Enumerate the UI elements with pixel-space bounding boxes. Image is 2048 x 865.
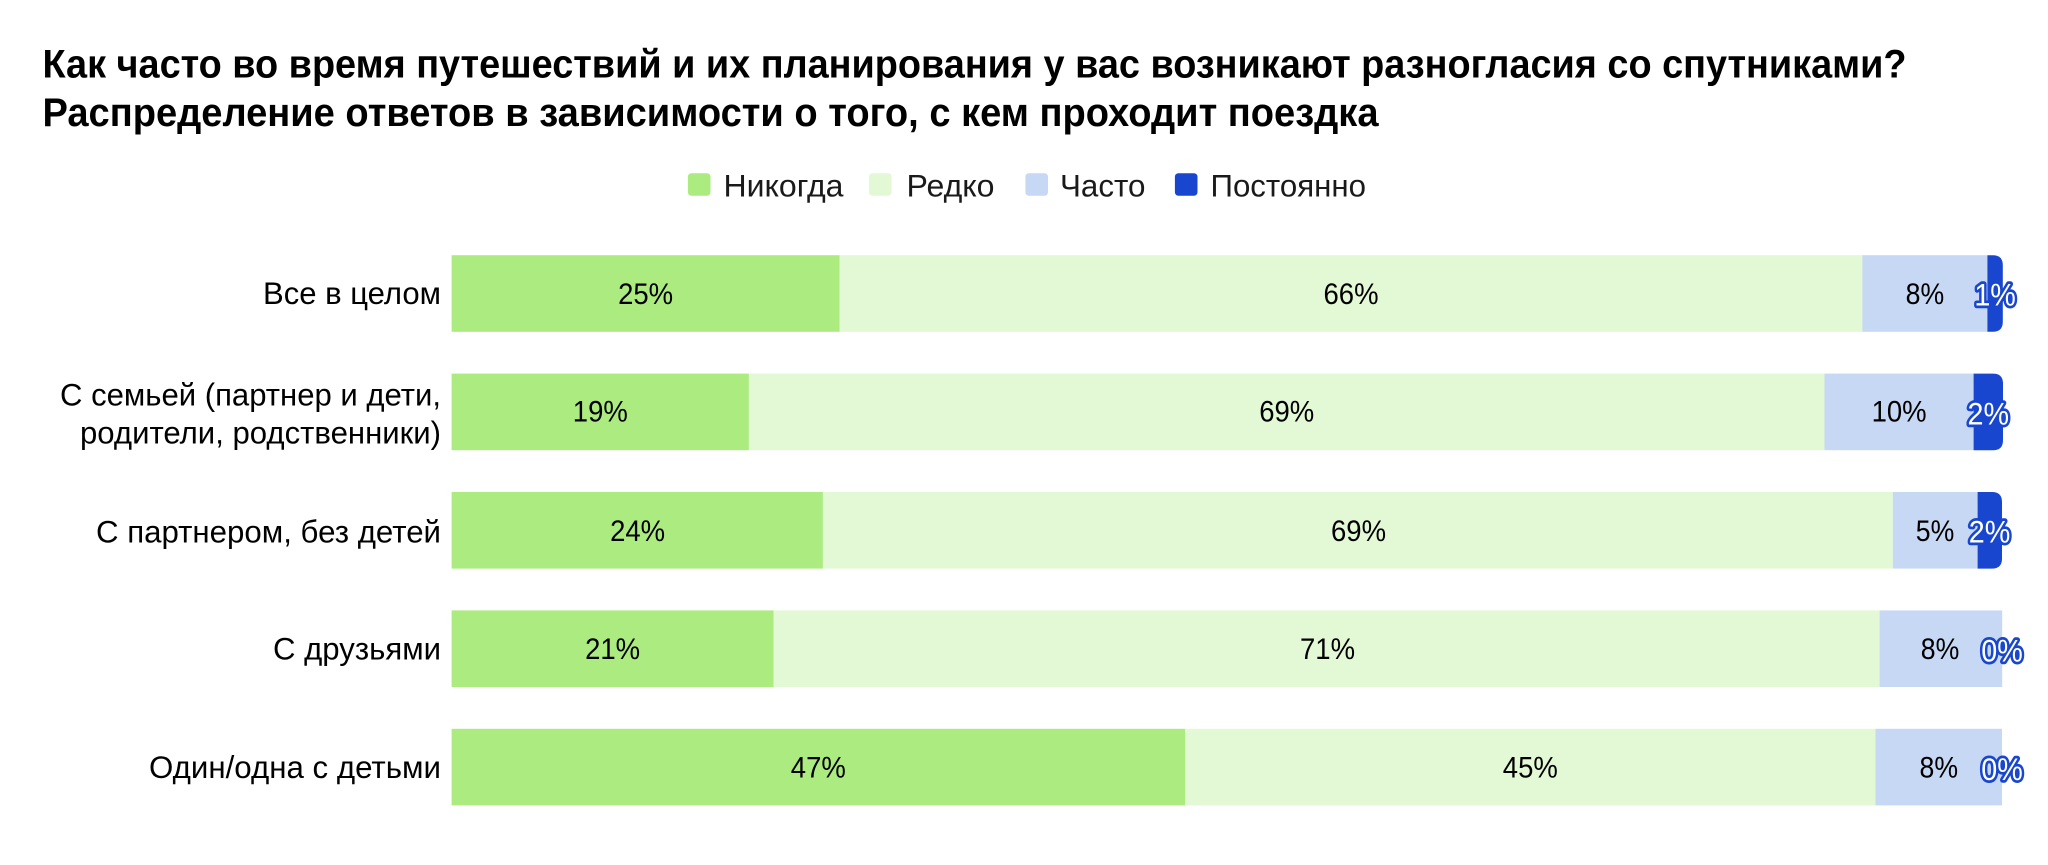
svg-text:5%: 5% [1916, 515, 1955, 548]
svg-text:21%: 21% [585, 633, 640, 666]
svg-text:0%: 0% [1981, 751, 2023, 787]
svg-text:Один/одна с детьми: Один/одна с детьми [149, 749, 441, 785]
svg-text:25%: 25% [618, 278, 673, 311]
svg-text:2%: 2% [1969, 514, 2011, 550]
svg-text:2%: 2% [1968, 395, 2010, 431]
svg-text:Никогда: Никогда [724, 168, 844, 204]
svg-text:2%: 2% [1969, 514, 2011, 550]
svg-text:С партнером, без детей: С партнером, без детей [96, 514, 441, 550]
svg-text:19%: 19% [573, 395, 628, 428]
svg-text:47%: 47% [791, 752, 846, 785]
svg-text:Редко: Редко [907, 168, 995, 204]
svg-text:8%: 8% [1921, 633, 1960, 666]
svg-text:родители, родственники): родители, родственники) [80, 415, 441, 451]
svg-text:8%: 8% [1920, 752, 1959, 785]
svg-text:71%: 71% [1300, 633, 1355, 666]
svg-text:45%: 45% [1503, 752, 1558, 785]
svg-text:1%: 1% [1974, 276, 2016, 312]
svg-text:0%: 0% [1981, 632, 2023, 668]
svg-text:1%: 1% [1974, 276, 2016, 312]
svg-text:69%: 69% [1331, 515, 1386, 548]
svg-text:Часто: Часто [1060, 168, 1146, 204]
svg-text:Распределение ответов в зависи: Распределение ответов в зависимости о то… [43, 91, 1380, 135]
svg-text:8%: 8% [1906, 278, 1945, 311]
svg-text:Постоянно: Постоянно [1211, 168, 1367, 204]
svg-text:10%: 10% [1872, 395, 1927, 428]
svg-text:0%: 0% [1981, 632, 2023, 668]
svg-text:Как часто во время путешествий: Как часто во время путешествий и их план… [43, 43, 1907, 87]
svg-text:С семьей (партнер и дети,: С семьей (партнер и дети, [60, 377, 441, 413]
svg-text:24%: 24% [610, 515, 665, 548]
svg-text:2%: 2% [1968, 395, 2010, 431]
svg-text:0%: 0% [1981, 751, 2023, 787]
svg-text:66%: 66% [1324, 278, 1379, 311]
svg-text:С друзьями: С друзьями [273, 631, 441, 667]
svg-text:Все в целом: Все в целом [263, 275, 441, 311]
svg-text:69%: 69% [1259, 395, 1314, 428]
